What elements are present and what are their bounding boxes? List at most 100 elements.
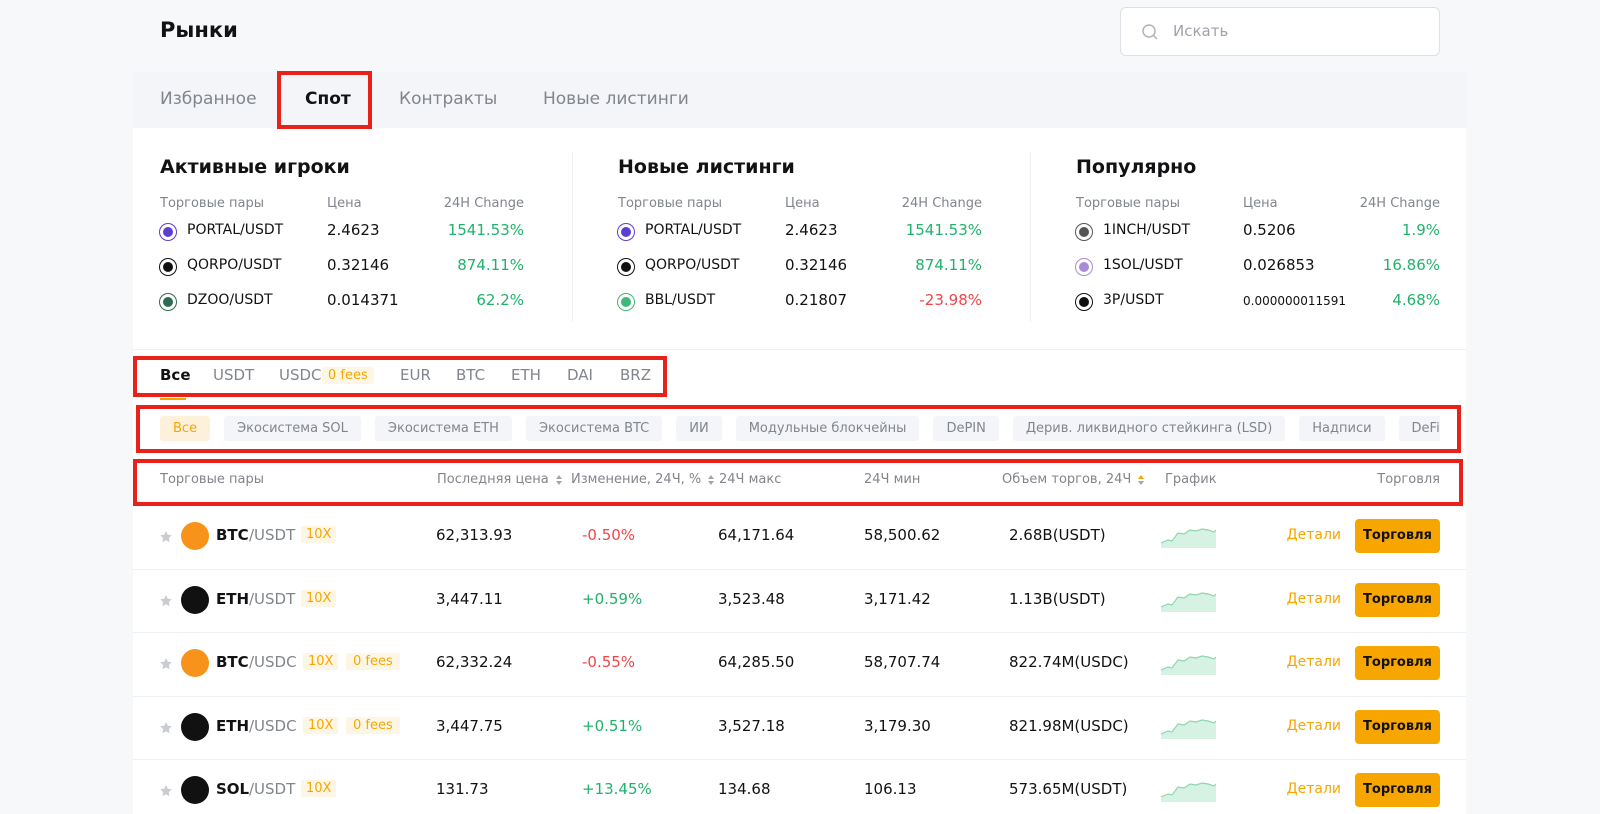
market-tab[interactable]: Новые листинги [543, 89, 689, 109]
quote-tab[interactable]: BRZ [620, 366, 651, 384]
pair-quote: /USDC [249, 653, 297, 671]
category-chip[interactable]: DeFi [1398, 416, 1440, 441]
table-header[interactable]: Изменение, 24Ч, % [571, 472, 702, 487]
tabs-bar [133, 72, 1466, 128]
trade-button[interactable]: Торговля [1355, 773, 1440, 807]
category-chip[interactable]: ИИ [676, 416, 722, 441]
panel-price: 0.32146 [785, 256, 848, 274]
pair-base: ETH [216, 716, 250, 735]
panel-divider [572, 152, 573, 322]
favorite-star[interactable] [159, 783, 173, 797]
category-chip[interactable]: Дерив. ликвидного стейкинга (LSD) [1012, 416, 1286, 441]
pair-base: SOL [216, 780, 250, 798]
market-tab[interactable]: Спот [305, 89, 351, 109]
cell-volume: 2.68B(USDT) [1009, 526, 1106, 544]
star-icon [160, 785, 172, 797]
star-icon [160, 721, 172, 733]
category-chip[interactable]: Модульные блокчейны [735, 416, 920, 441]
leverage-badge: 10X [301, 526, 337, 543]
panel-pair: PORTAL/USDT [187, 222, 284, 238]
panel-pair: 3P/USDT [1103, 292, 1164, 308]
details-link[interactable]: Детали [1286, 527, 1341, 543]
details-link[interactable]: Детали [1286, 717, 1341, 734]
favorite-star[interactable] [159, 593, 173, 607]
category-chip[interactable]: Все [160, 416, 211, 441]
coin-icon [181, 649, 209, 677]
market-tab[interactable]: Контракты [399, 89, 498, 109]
cell-last-price: 131.73 [436, 780, 489, 798]
star-icon [160, 658, 172, 670]
highlight-categories [136, 405, 1461, 453]
coin-icon [1076, 259, 1092, 275]
panel-price: 0.000000011591 [1243, 294, 1347, 308]
coin-icon [160, 224, 176, 240]
coin-icon [181, 776, 209, 804]
panel-price: 0.5206 [1243, 221, 1296, 239]
panel-change: 1.9% [1401, 221, 1440, 239]
category-chip[interactable]: Экосистема ETH [374, 416, 512, 441]
sparkline-svg [1160, 591, 1217, 612]
quote-tab[interactable]: DAI [567, 366, 593, 384]
quote-tab[interactable]: Все [160, 366, 191, 384]
cell-low: 58,707.74 [864, 653, 941, 671]
row-divider [133, 568, 1466, 570]
panel-col-header: Цена [327, 196, 362, 211]
sort-icon[interactable] [1137, 474, 1145, 486]
search-box[interactable]: Искать [1120, 7, 1440, 56]
content-card [133, 128, 1466, 814]
sparkline-svg [1160, 782, 1217, 802]
panel-price: 0.32146 [327, 256, 390, 274]
category-chip[interactable]: DePIN [933, 416, 999, 441]
quote-tab[interactable]: ETH [511, 366, 541, 384]
cell-volume: 821.98M(USDC) [1009, 716, 1129, 735]
table-header[interactable]: Последняя цена [437, 472, 549, 487]
sparkline-svg [1160, 528, 1217, 548]
category-chip[interactable]: Экосистема SOL [224, 416, 361, 441]
cell-volume: 573.65M(USDT) [1009, 780, 1128, 798]
star-icon [160, 594, 172, 606]
quote-tab[interactable]: BTC [456, 366, 486, 384]
panel-price: 0.21807 [785, 291, 848, 309]
pair-quote: /USDC [249, 716, 297, 735]
cell-low: 3,171.42 [864, 589, 931, 608]
coin-icon [181, 712, 209, 741]
table-header: 24Ч макс [719, 472, 782, 487]
panel-pair: 1INCH/USDT [1103, 222, 1190, 238]
category-chip[interactable]: Экосистема BTC [525, 416, 663, 441]
panel-title: Популярно [1076, 156, 1197, 178]
star-icon [160, 531, 172, 543]
panel-price: 0.026853 [1243, 256, 1315, 274]
table-header[interactable]: Объем торгов, 24Ч [1002, 472, 1132, 487]
favorite-star[interactable] [159, 720, 173, 734]
cell-high: 134.68 [718, 780, 771, 798]
favorite-star[interactable] [159, 656, 173, 670]
pair-quote: /USDT [249, 589, 296, 608]
cell-low: 106.13 [864, 780, 917, 798]
trade-button[interactable]: Торговля [1355, 709, 1440, 744]
cell-change: +0.51% [582, 716, 643, 735]
details-link[interactable]: Детали [1286, 781, 1341, 797]
details-link[interactable]: Детали [1286, 654, 1341, 670]
sort-icon[interactable] [707, 474, 715, 486]
quote-tab[interactable]: USDT [213, 366, 255, 384]
trade-button[interactable]: Торговля [1355, 582, 1440, 617]
coin-icon [160, 259, 176, 275]
trade-button[interactable]: Торговля [1355, 646, 1440, 680]
coin-icon [1076, 224, 1092, 240]
market-tab[interactable]: Избранное [160, 89, 257, 109]
favorite-star[interactable] [159, 529, 173, 543]
leverage-badge: 10X [301, 589, 337, 607]
highlight-quotes [133, 356, 667, 397]
quote-tab[interactable]: EUR [400, 366, 431, 384]
panel-col-header: 24H Change [901, 196, 982, 211]
sort-icon[interactable] [555, 474, 563, 486]
category-chip[interactable]: Надписи [1299, 416, 1385, 441]
trade-button[interactable]: Торговля [1355, 519, 1440, 553]
coin-icon [160, 294, 176, 310]
quote-tab[interactable]: USDC [279, 366, 322, 384]
quote-tab-underline [160, 398, 186, 400]
details-link[interactable]: Детали [1286, 590, 1341, 607]
sparkline [1160, 778, 1218, 802]
panel-col-header: Торговые пары [1076, 196, 1180, 211]
panel-price: 0.014371 [327, 291, 399, 309]
